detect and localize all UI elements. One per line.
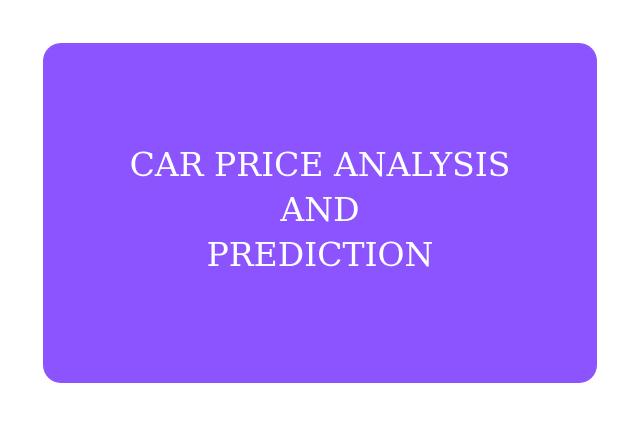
title-line-2: AND — [280, 189, 360, 229]
title-block: CAR PRICE ANALYSIS AND PREDICTION — [130, 142, 511, 277]
title-line-3: PREDICTION — [206, 234, 434, 274]
title-line-1: CAR PRICE ANALYSIS — [129, 144, 511, 184]
title-card: CAR PRICE ANALYSIS AND PREDICTION — [43, 43, 597, 383]
